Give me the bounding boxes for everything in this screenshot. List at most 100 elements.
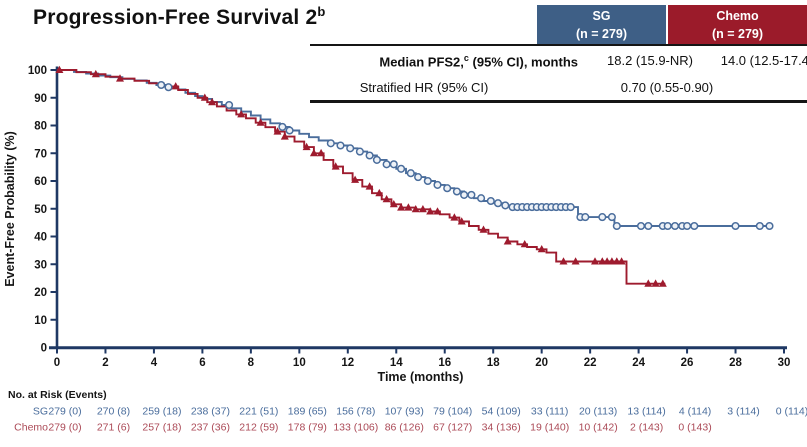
sg-censor-mark [326,139,335,148]
y-tick-label: 80 [34,121,47,133]
summary-header-chemo-name: Chemo [716,8,759,23]
sg-censor-mark [336,141,345,150]
summary-hr-label: Stratified HR (95% CI) [359,80,489,95]
chemo-censor-mark [617,257,626,265]
sg-censor-mark [285,126,294,135]
sg-censor-mark [397,164,406,173]
chemo-censor-mark [411,205,420,213]
sg-censor-mark [433,180,442,189]
y-tick-label: 70 [34,148,47,160]
page-title-text: Progression-Free Survival 2 [33,6,318,29]
risk-table-title: No. at Risk (Events) [8,389,107,401]
chemo-censor-mark [404,203,413,211]
sg-censor-mark [414,173,423,182]
risk-value: 189 (65) [288,406,327,418]
x-tick-label: 18 [487,357,500,369]
chemo-censor-mark [503,237,512,245]
summary-header-sg: SG (n = 279) [537,5,666,45]
x-tick-label: 30 [778,357,791,369]
chemo-censor-mark [418,205,427,213]
y-tick-label: 90 [34,93,47,105]
summary-median-chemo-value: 14.0 (12.5-17.4) [720,53,807,68]
risk-value: 133 (106) [333,422,378,434]
sg-censor-mark [644,221,653,231]
sg-censor-mark [467,190,476,199]
chemo-censor-mark [55,65,64,73]
y-tick-label: 0 [41,343,47,355]
sg-censor-mark [683,221,692,231]
chemo-censor-mark [273,127,282,135]
risk-value: 257 (18) [142,422,181,434]
risk-value: 4 (114) [679,406,712,418]
summary-header-chemo-n: (n = 279) [711,27,764,41]
x-tick-label: 10 [293,357,306,369]
chemo-censor-mark [397,203,406,211]
chemo-censor-mark [426,207,435,215]
sg-censor-mark [566,203,575,212]
x-tick-label: 20 [535,357,548,369]
chemo-censor-mark [479,225,488,233]
y-tick-label: 50 [34,204,47,216]
chemo-censor-mark [537,245,546,253]
chemo-censor-mark [644,279,653,287]
sg-censor-mark [346,144,355,153]
risk-value: 212 (59) [239,422,278,434]
sg-censor-mark [382,160,391,169]
chemo-censor-mark [658,279,667,287]
risk-value: 238 (37) [191,406,230,418]
y-tick-label: 40 [34,232,47,244]
x-tick-label: 16 [438,357,451,369]
sg-censor-mark [612,221,621,231]
summary-header-sg-n: (n = 279) [575,27,628,41]
chemo-censor-mark [457,217,466,225]
chemo-censor-mark [309,148,318,157]
chemo-censor-mark [559,257,568,265]
chemo-censor-mark [208,97,217,106]
risk-value: 10 (142) [579,422,618,434]
median-label-main: Median PFS2, [379,54,464,70]
median-label-rest: (95% CI), months [468,54,578,70]
risk-value: 34 (136) [482,422,521,434]
chemo-censor-mark [331,162,340,170]
sg-curve [57,69,770,227]
risk-value: 0 (143) [678,422,711,434]
risk-value: 270 (8) [97,406,130,418]
risk-value: 33 (111) [531,406,569,418]
y-tick-label: 20 [34,287,47,299]
summary-header-chemo: Chemo (n = 279) [668,5,807,45]
sg-censor-mark [670,221,680,231]
chemo-censor-mark [116,74,124,82]
sg-censor-mark [598,213,607,222]
sg-censor-mark [372,155,381,164]
risk-row-label-chemo: Chemo [14,422,48,434]
x-tick-label: 4 [151,357,158,369]
chemo-censor-mark [317,148,326,157]
chemo-censor-mark [382,195,391,203]
sg-censor-mark [493,199,503,208]
chemo-censor-mark [171,82,180,90]
sg-censor-mark [765,221,774,231]
risk-value: 271 (6) [97,422,130,434]
summary-header-sg-name: SG [592,8,611,23]
sg-censor-mark [423,176,432,186]
risk-value: 2 (143) [630,422,663,434]
x-tick-label: 26 [681,357,694,369]
sg-censor-mark [581,213,590,222]
sg-censor-mark [443,184,452,193]
x-tick-label: 22 [584,357,597,369]
sg-censor-mark [406,169,415,178]
chemo-censor-mark [256,118,265,126]
risk-value: 67 (127) [433,422,472,434]
chemo-censor-mark [651,279,660,287]
sg-censor-mark [486,196,495,206]
sg-censor-mark [663,221,672,231]
sg-censor-mark [225,100,234,110]
x-tick-label: 24 [632,357,645,369]
chemo-censor-mark [450,213,459,221]
sg-censor-mark [452,187,461,196]
risk-value: 19 (140) [530,422,569,434]
chemo-censor-mark [237,110,246,118]
chemo-censor-mark [520,240,529,248]
sg-censor-mark [460,190,469,199]
